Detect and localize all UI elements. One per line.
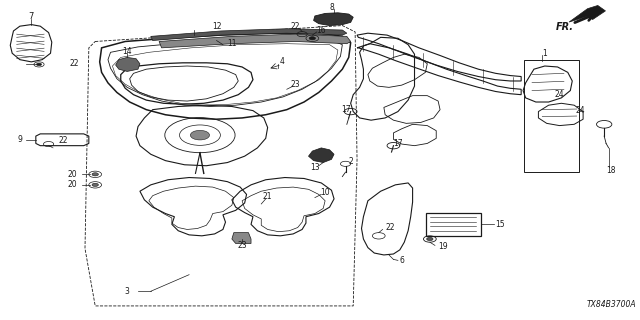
Polygon shape [116,57,140,71]
Text: 6: 6 [399,256,404,265]
Text: 22: 22 [291,22,301,31]
Polygon shape [151,29,347,41]
Circle shape [92,173,99,176]
Text: FR.: FR. [556,22,573,32]
Text: 10: 10 [320,188,330,197]
Text: 23: 23 [237,241,247,250]
Circle shape [92,183,99,187]
Text: 21: 21 [263,192,273,201]
Text: 3: 3 [125,287,129,296]
Text: 1: 1 [543,49,547,58]
Text: 18: 18 [606,166,615,175]
Text: 24: 24 [555,90,564,99]
Text: 16: 16 [316,26,326,35]
Polygon shape [314,13,353,26]
Polygon shape [159,34,351,48]
Circle shape [427,237,433,241]
Text: 13: 13 [310,164,320,172]
Text: 17: 17 [340,105,350,114]
Text: 4: 4 [279,57,284,66]
Text: 8: 8 [329,3,334,12]
Polygon shape [232,233,251,244]
Circle shape [36,63,42,66]
Circle shape [190,130,209,140]
Text: 7: 7 [29,12,34,21]
Text: 2: 2 [348,157,353,166]
Text: 22: 22 [58,136,68,145]
Text: TX84B3700A: TX84B3700A [586,300,636,309]
Text: 22: 22 [69,59,79,68]
Polygon shape [569,5,605,22]
Text: 20: 20 [67,180,77,189]
Text: 23: 23 [291,80,301,89]
Text: 12: 12 [212,22,221,31]
Text: 24: 24 [576,106,586,115]
Text: 11: 11 [227,39,237,48]
Text: 15: 15 [495,220,505,229]
Polygon shape [308,148,334,163]
Text: 19: 19 [438,242,447,251]
Text: 17: 17 [393,139,403,148]
Text: 9: 9 [17,135,22,144]
Text: 20: 20 [67,170,77,179]
Circle shape [309,37,316,40]
Text: 14: 14 [122,46,132,56]
Text: 22: 22 [385,223,395,232]
